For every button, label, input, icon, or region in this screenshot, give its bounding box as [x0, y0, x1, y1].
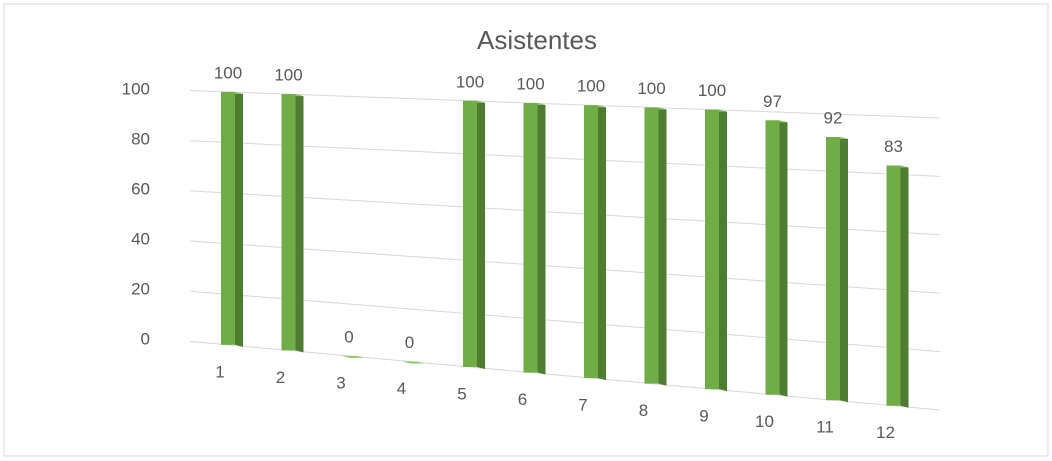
bar-side — [719, 109, 727, 392]
data-label: 83 — [884, 137, 903, 156]
x-tick-label: 6 — [518, 390, 527, 409]
data-label: 92 — [824, 108, 843, 127]
data-label: 97 — [763, 92, 782, 111]
bar-side — [840, 136, 848, 403]
bar-side — [658, 107, 667, 386]
data-label: 100 — [637, 79, 665, 98]
x-tick-label: 11 — [816, 418, 834, 437]
y-tick-label: 60 — [131, 179, 150, 198]
grid-line — [189, 90, 941, 119]
grid-line — [189, 290, 941, 353]
grid-line — [189, 240, 941, 294]
bar-side — [477, 100, 485, 369]
grid-line — [189, 190, 941, 236]
bar-side — [295, 94, 304, 353]
bar — [765, 120, 780, 395]
bar-top — [402, 361, 425, 364]
grid-line — [189, 340, 941, 411]
bar — [523, 103, 538, 373]
x-tick-label: 10 — [755, 412, 774, 431]
data-label: 0 — [344, 327, 353, 346]
grid-line — [189, 140, 941, 177]
data-label: 100 — [456, 72, 484, 91]
data-label: 100 — [577, 77, 605, 96]
bar-side — [598, 105, 606, 381]
bar-top — [342, 355, 364, 358]
x-tick-label: 8 — [639, 401, 648, 420]
x-tick-label: 3 — [336, 373, 345, 392]
bar — [644, 107, 659, 384]
chart-title: Asistentes — [477, 25, 597, 55]
bar — [221, 91, 235, 345]
data-label: 100 — [698, 81, 726, 100]
y-tick-label: 20 — [131, 279, 150, 298]
bar-side — [779, 120, 788, 397]
bar — [826, 136, 840, 401]
data-label: 100 — [516, 74, 544, 93]
x-tick-label: 12 — [876, 423, 895, 442]
bar — [886, 165, 901, 406]
x-tick-label: 4 — [397, 379, 406, 398]
bar — [584, 105, 598, 379]
y-tick-label: 100 — [122, 79, 150, 98]
data-label: 0 — [405, 333, 414, 352]
x-tick-label: 1 — [215, 362, 224, 381]
data-label: 100 — [274, 66, 302, 85]
bar-side — [900, 165, 909, 408]
bar — [705, 109, 719, 390]
y-tick-label: 0 — [141, 329, 150, 348]
data-label: 100 — [214, 63, 242, 82]
y-tick-label: 40 — [131, 229, 150, 248]
x-tick-label: 5 — [457, 384, 466, 403]
bar — [281, 94, 296, 351]
bar — [463, 100, 477, 367]
bar-side — [235, 91, 243, 347]
x-tick-label: 7 — [578, 396, 587, 415]
bar-side — [537, 103, 546, 375]
y-tick-label: 80 — [131, 129, 150, 148]
x-tick-label: 9 — [699, 407, 708, 426]
x-tick-label: 2 — [276, 368, 285, 387]
